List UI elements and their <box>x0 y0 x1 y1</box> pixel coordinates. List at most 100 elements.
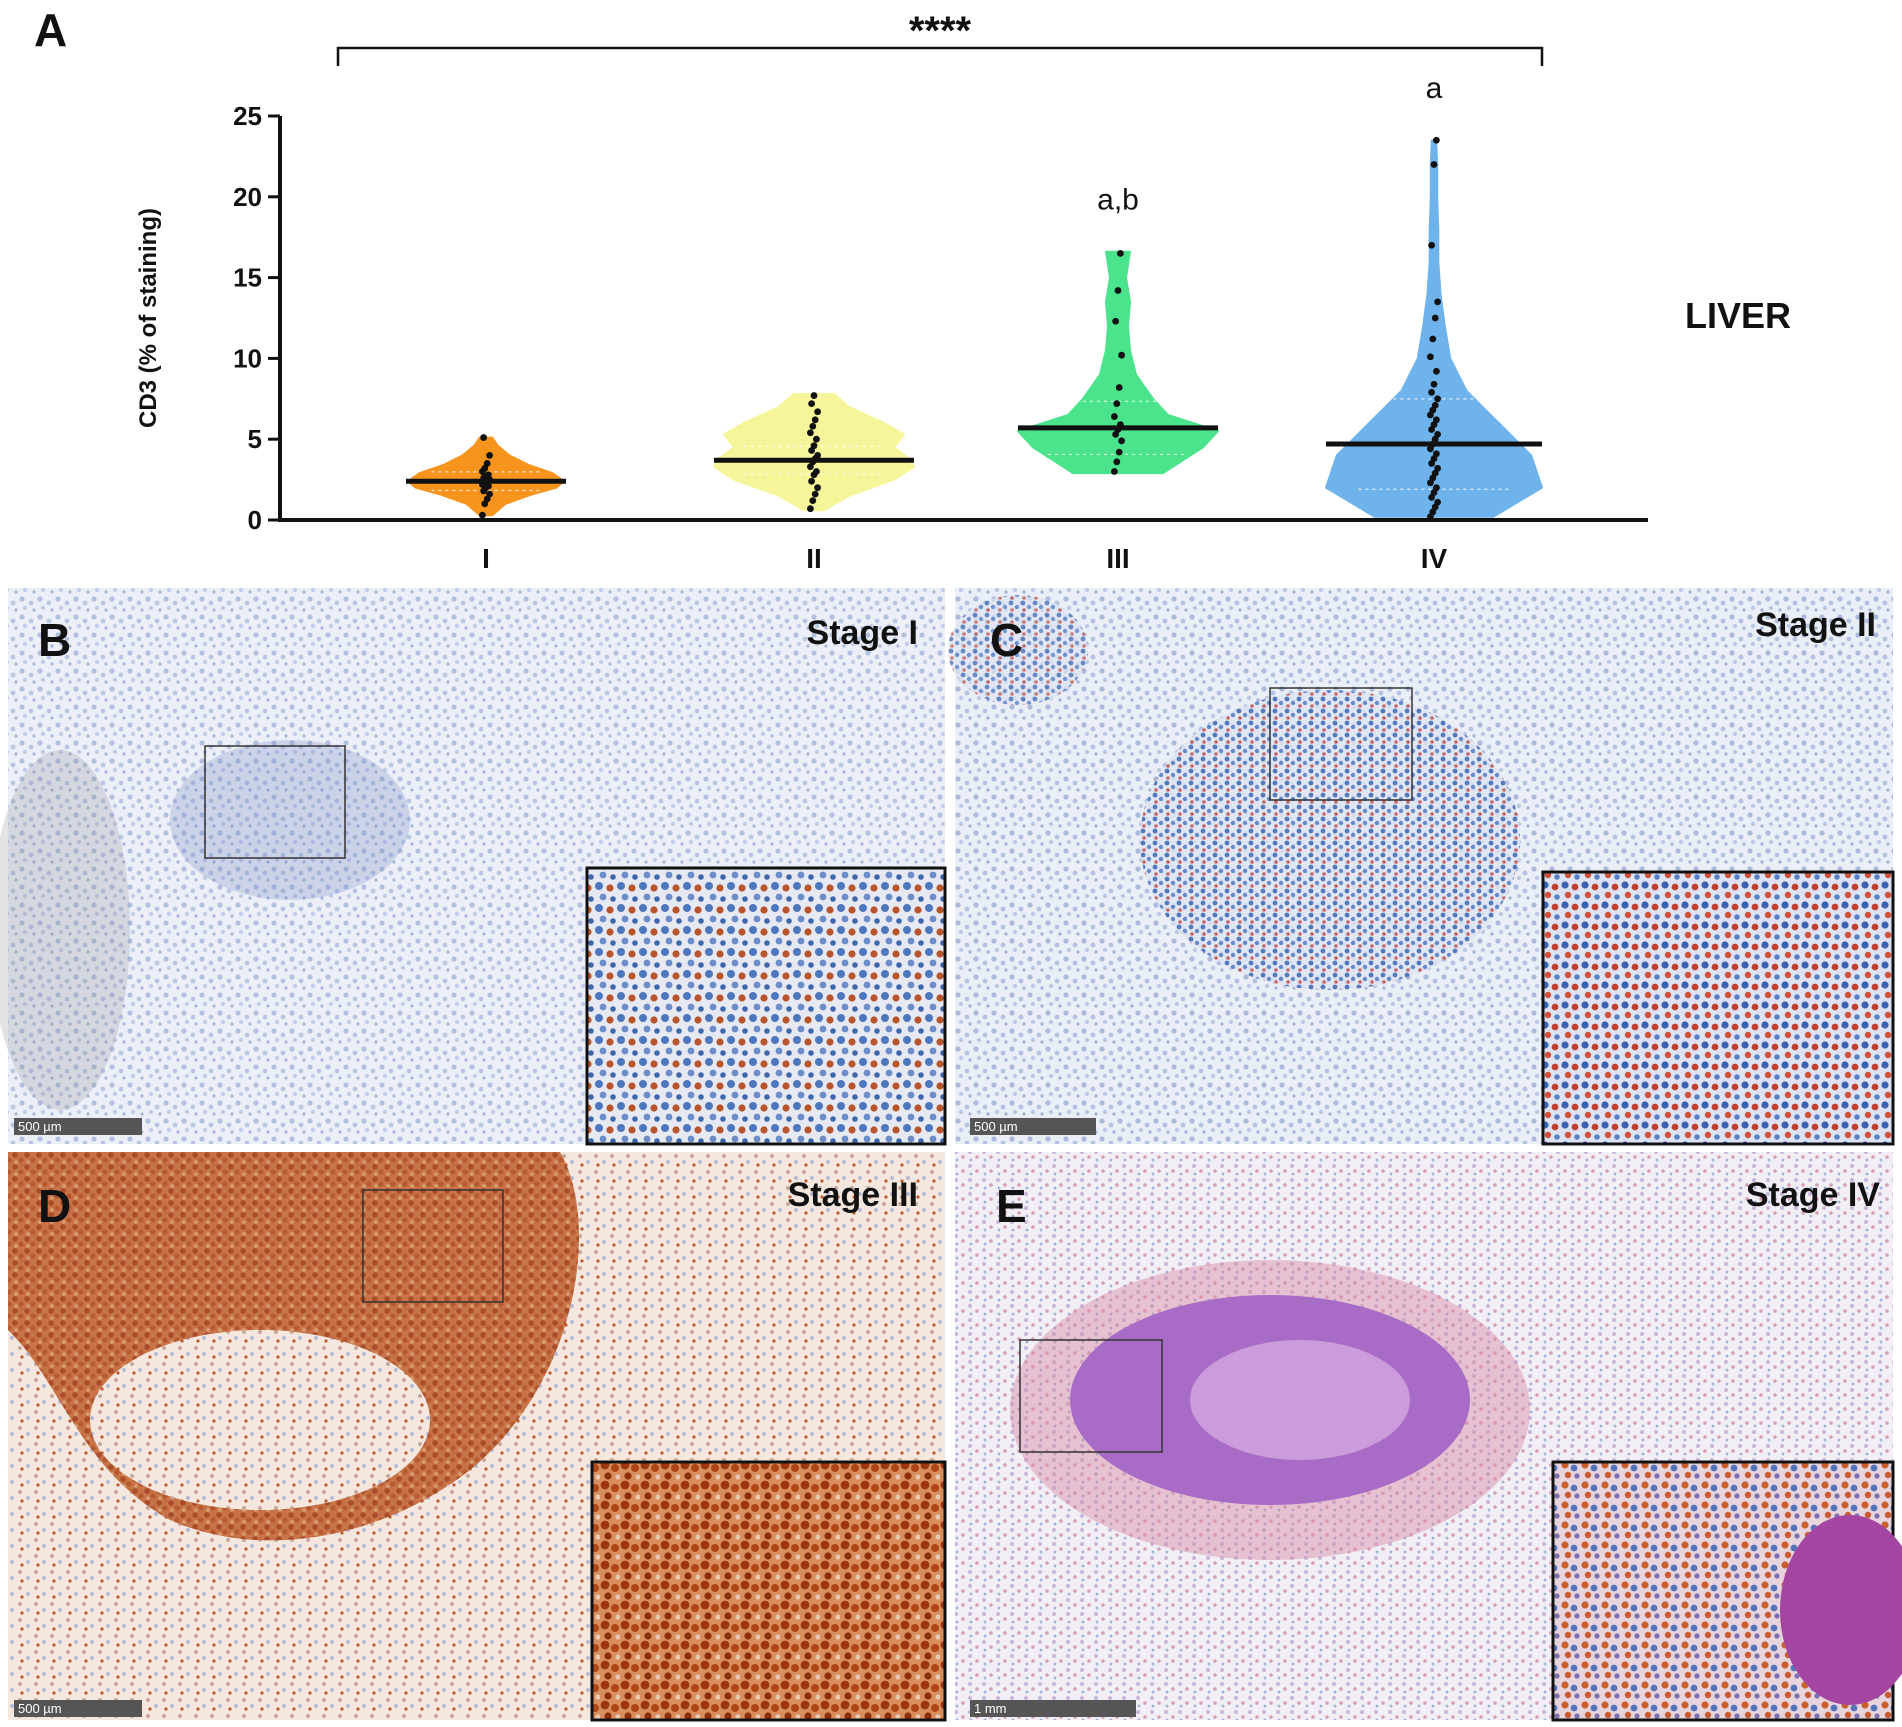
data-point <box>810 442 818 450</box>
region-of-interest-box <box>1019 1339 1163 1453</box>
data-point <box>811 490 819 498</box>
data-point <box>1434 430 1441 438</box>
scale-bar-label: 500 µm <box>18 1701 62 1716</box>
data-point <box>1433 416 1440 424</box>
data-point <box>1117 249 1124 257</box>
data-point <box>1113 400 1121 408</box>
data-point <box>809 422 817 430</box>
lymphoid-aggregate <box>1140 690 1520 990</box>
data-point <box>1430 161 1438 168</box>
data-point <box>808 477 815 485</box>
data-point <box>483 460 491 467</box>
data-point <box>1431 401 1439 409</box>
data-point <box>1118 351 1125 359</box>
data-point <box>1428 241 1435 249</box>
scale-bar-label: 500 µm <box>18 1119 62 1134</box>
data-point <box>1118 437 1125 445</box>
significance-annotation: a,b <box>1097 184 1139 217</box>
data-point <box>1115 448 1123 456</box>
data-point <box>1114 287 1122 294</box>
y-tick-label: 25 <box>233 101 262 131</box>
x-tick-label: I <box>482 543 490 574</box>
scale-bar <box>970 1118 1096 1135</box>
magnified-inset <box>585 866 947 1146</box>
data-point <box>1433 136 1440 144</box>
data-point <box>1111 468 1118 475</box>
data-point <box>485 471 492 479</box>
micrograph-stage-3: 500 µm D Stage III <box>8 1152 947 1722</box>
panel-label-c: C <box>990 614 1023 666</box>
stage-label: Stage IV <box>1746 1176 1880 1214</box>
data-point <box>1433 450 1440 458</box>
data-point <box>1430 380 1438 388</box>
panel-label-d: D <box>38 1180 71 1232</box>
stage-label: Stage I <box>807 614 918 652</box>
significance-annotation: a <box>1426 72 1443 105</box>
y-tick-label: 20 <box>233 182 262 212</box>
micrograph-stage-2: 500 µm C Stage II <box>948 588 1895 1146</box>
y-axis-label: CD3 (% of staining) <box>135 208 162 428</box>
scale-bar-label: 1 mm <box>974 1701 1007 1716</box>
significance-bracket <box>336 46 1544 66</box>
data-point <box>1433 484 1440 492</box>
significance-label: **** <box>909 9 972 53</box>
data-point <box>1112 317 1119 325</box>
necrotic-center <box>1190 1340 1410 1460</box>
chart-panel: A **** LIVER CD3 (% of staining) 0 5 10 15 2… <box>34 4 1791 574</box>
data-point <box>814 484 821 492</box>
scale-bar <box>14 1118 142 1135</box>
data-point <box>813 468 820 475</box>
data-point <box>810 392 818 399</box>
data-point <box>807 505 814 513</box>
inset-necrotic-edge <box>1780 1515 1902 1705</box>
data-point <box>479 511 486 519</box>
data-point <box>809 497 817 505</box>
region-of-interest-box <box>204 745 346 859</box>
inflammatory-focus <box>170 740 410 900</box>
panel-label-a: A <box>34 4 67 56</box>
magnified-inset <box>590 1460 947 1722</box>
data-point <box>811 416 819 424</box>
perivascular-infiltrate <box>948 595 1088 705</box>
data-point <box>1434 498 1441 506</box>
data-point <box>1429 335 1437 343</box>
data-point <box>1113 458 1121 466</box>
panel-label-b: B <box>38 614 71 666</box>
region-of-interest-box <box>1269 687 1413 801</box>
scale-bar <box>970 1700 1136 1717</box>
organ-label: LIVER <box>1685 295 1791 336</box>
data-point <box>1428 388 1435 396</box>
y-tick-label: 10 <box>233 343 262 373</box>
portal-area <box>0 750 130 1110</box>
data-point <box>1115 384 1123 391</box>
violin-III <box>1017 250 1219 475</box>
data-point <box>814 408 821 416</box>
data-point <box>486 451 493 459</box>
magnified-inset <box>1541 870 1895 1146</box>
stage-label: Stage III <box>788 1176 918 1214</box>
y-tick-label: 0 <box>248 505 262 535</box>
data-point <box>1111 413 1118 420</box>
x-tick-label: II <box>806 543 822 574</box>
data-point <box>814 451 821 459</box>
data-point <box>486 490 493 498</box>
x-tick-label: III <box>1106 543 1129 574</box>
data-point <box>1433 367 1440 375</box>
data-point <box>1434 298 1441 306</box>
data-point <box>1434 464 1441 472</box>
data-point <box>1431 314 1439 322</box>
vessel-lumen <box>90 1330 430 1510</box>
stage-label: Stage II <box>1755 606 1876 644</box>
data-point <box>480 434 487 441</box>
data-point <box>807 429 814 437</box>
data-point <box>1434 395 1441 403</box>
x-tick-label: IV <box>1421 543 1448 574</box>
micrograph-stage-4: 1 mm E Stage IV <box>955 1152 1902 1722</box>
y-tick-label: 15 <box>233 263 262 293</box>
scale-bar-label: 500 µm <box>974 1119 1018 1134</box>
data-point <box>813 435 820 443</box>
region-of-interest-box <box>362 1189 504 1303</box>
micrograph-stage-1: 500 µm B Stage I <box>0 588 947 1146</box>
